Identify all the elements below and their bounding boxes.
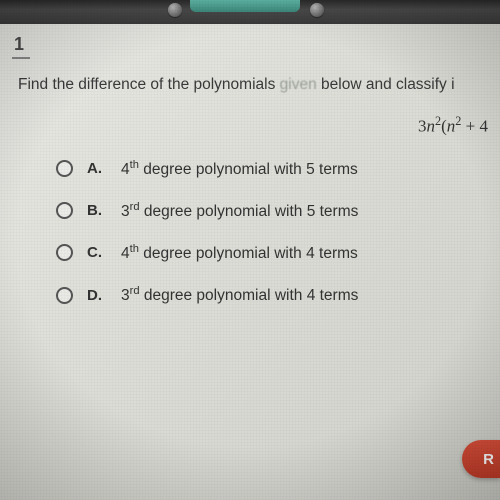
option-text: 3rd degree polynomial with 4 terms	[121, 285, 358, 305]
ord-num: 3	[121, 203, 130, 220]
ord-suf: rd	[130, 285, 140, 297]
ord-rest: degree polynomial with 5 terms	[139, 161, 358, 178]
next-button-label: R	[483, 451, 494, 468]
option-text: 3rd degree polynomial with 5 terms	[121, 201, 358, 221]
option-letter: B.	[87, 202, 107, 219]
prompt-text-post: below and classify i	[317, 76, 455, 93]
radio-icon[interactable]	[56, 202, 73, 219]
ord-num: 4	[121, 245, 130, 262]
ord-rest: degree polynomial with 4 terms	[139, 245, 358, 262]
question-number-wrap: 1	[0, 30, 500, 75]
next-button[interactable]: R	[462, 440, 500, 478]
option-letter: C.	[87, 244, 107, 261]
ord-rest: degree polynomial with 5 terms	[140, 203, 359, 220]
option-a[interactable]: A. 4th degree polynomial with 5 terms	[56, 159, 500, 179]
top-bar-accent	[190, 0, 300, 12]
window-top-bar	[0, 0, 500, 24]
ord-num: 4	[121, 161, 130, 178]
ord-num: 3	[121, 287, 130, 304]
option-letter: A.	[87, 160, 107, 177]
ord-rest: degree polynomial with 4 terms	[140, 287, 359, 304]
math-expression: 3n2(n2 + 4	[0, 114, 500, 159]
radio-icon[interactable]	[56, 244, 73, 261]
prompt-text-pre: Find the difference of the polynomials	[18, 76, 280, 93]
option-d[interactable]: D. 3rd degree polynomial with 4 terms	[56, 285, 500, 305]
option-b[interactable]: B. 3rd degree polynomial with 5 terms	[56, 201, 500, 221]
ord-suf: rd	[130, 201, 140, 213]
ord-suf: th	[130, 159, 139, 171]
radio-icon[interactable]	[56, 160, 73, 177]
option-text: 4th degree polynomial with 5 terms	[121, 159, 358, 179]
top-bar-knob	[310, 3, 324, 17]
options-list: A. 4th degree polynomial with 5 terms B.…	[0, 159, 500, 306]
top-bar-knob	[168, 3, 182, 17]
expr-inner-var: n	[447, 117, 456, 136]
quiz-panel: 1 Find the difference of the polynomials…	[0, 24, 500, 500]
option-letter: D.	[87, 287, 107, 304]
option-c[interactable]: C. 4th degree polynomial with 4 terms	[56, 243, 500, 263]
ord-suf: th	[130, 243, 139, 255]
question-prompt: Find the difference of the polynomials g…	[0, 75, 500, 114]
expr-tail: 4	[480, 117, 489, 136]
option-text: 4th degree polynomial with 4 terms	[121, 243, 358, 263]
prompt-text-faded: given	[280, 76, 317, 93]
expr-plus: +	[461, 117, 479, 136]
expr-var: n	[426, 117, 435, 136]
radio-icon[interactable]	[56, 287, 73, 304]
question-number: 1	[12, 34, 30, 59]
